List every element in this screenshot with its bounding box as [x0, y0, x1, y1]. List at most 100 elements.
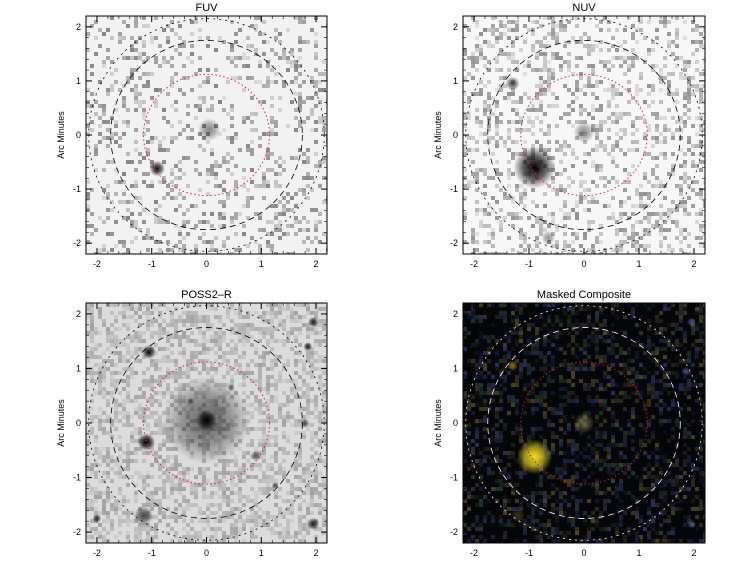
noise-pixel [214, 475, 218, 479]
noise-pixel [591, 148, 595, 152]
noise-pixel [651, 383, 655, 387]
noise-pixel [230, 375, 234, 379]
noise-pixel [651, 359, 655, 363]
noise-pixel [623, 391, 627, 395]
noise-pixel [150, 415, 154, 419]
noise-pixel [699, 383, 703, 387]
noise-pixel [170, 28, 174, 32]
noise-pixel [559, 363, 563, 367]
noise-pixel [655, 156, 659, 160]
noise-pixel [246, 451, 250, 455]
noise-pixel [178, 515, 182, 519]
noise-pixel [266, 415, 270, 419]
noise-pixel [615, 220, 619, 224]
noise-pixel [102, 323, 106, 327]
noise-pixel [126, 252, 130, 254]
noise-pixel [495, 56, 499, 60]
noise-pixel [126, 415, 130, 419]
noise-pixel [551, 367, 555, 371]
noise-pixel [543, 204, 547, 208]
noise-pixel [122, 104, 126, 108]
noise-pixel [234, 327, 238, 331]
noise-pixel [567, 120, 571, 124]
noise-pixel [559, 323, 563, 327]
noise-pixel [575, 84, 579, 88]
noise-pixel [491, 24, 495, 28]
noise-pixel [587, 387, 591, 391]
noise-pixel [531, 108, 535, 112]
noise-pixel [691, 164, 695, 168]
noise-pixel [507, 399, 511, 403]
noise-pixel [298, 423, 302, 427]
noise-pixel [138, 407, 142, 411]
noise-pixel [491, 323, 495, 327]
noise-pixel [543, 68, 547, 72]
noise-pixel [571, 152, 575, 156]
noise-pixel [571, 240, 575, 244]
noise-pixel [118, 435, 122, 439]
noise-pixel [663, 116, 667, 120]
noise-pixel [98, 447, 102, 451]
noise-pixel [595, 311, 599, 315]
noise-pixel [274, 28, 278, 32]
noise-pixel [699, 188, 703, 192]
noise-pixel [575, 88, 579, 92]
noise-pixel [170, 527, 174, 531]
noise-pixel [599, 240, 603, 244]
noise-pixel [182, 76, 186, 80]
noise-pixel [587, 411, 591, 415]
noise-pixel [106, 339, 110, 343]
noise-pixel [627, 100, 631, 104]
noise-pixel [683, 419, 687, 423]
noise-pixel [555, 335, 559, 339]
noise-pixel [595, 315, 599, 319]
noise-pixel [266, 184, 270, 188]
noise-pixel [270, 475, 274, 479]
noise-pixel [543, 339, 547, 343]
noise-pixel [190, 20, 194, 24]
noise-pixel [142, 40, 146, 44]
noise-pixel [282, 527, 286, 531]
noise-pixel [639, 204, 643, 208]
noise-pixel [595, 343, 599, 347]
noise-pixel [86, 371, 90, 375]
noise-pixel [563, 112, 567, 116]
noise-pixel [611, 363, 615, 367]
noise-pixel [314, 395, 318, 399]
noise-pixel [599, 383, 603, 387]
noise-pixel [463, 347, 467, 351]
noise-pixel [246, 196, 250, 200]
noise-pixel [583, 323, 587, 327]
noise-pixel [583, 232, 587, 236]
noise-pixel [94, 415, 98, 419]
noise-pixel [595, 236, 599, 240]
noise-pixel [302, 120, 306, 124]
noise-pixel [130, 68, 134, 72]
noise-pixel [547, 44, 551, 48]
noise-pixel [218, 200, 222, 204]
noise-pixel [583, 347, 587, 351]
noise-pixel [302, 407, 306, 411]
noise-pixel [130, 200, 134, 204]
noise-pixel [523, 240, 527, 244]
noise-pixel [679, 56, 683, 60]
image-area [463, 16, 705, 254]
noise-pixel [206, 535, 210, 539]
noise-pixel [635, 116, 639, 120]
noise-pixel [170, 467, 174, 471]
noise-pixel [274, 216, 278, 220]
noise-pixel [643, 228, 647, 232]
noise-pixel [150, 136, 154, 140]
noise-pixel [162, 355, 166, 359]
noise-pixel [310, 112, 314, 116]
noise-pixel [202, 315, 206, 319]
noise-pixel [266, 523, 270, 527]
noise-pixel [615, 423, 619, 427]
noise-pixel [106, 415, 110, 419]
noise-pixel [471, 252, 475, 254]
noise-pixel [699, 311, 703, 315]
noise-pixel [222, 240, 226, 244]
noise-pixel [611, 56, 615, 60]
noise-pixel [134, 347, 138, 351]
noise-pixel [639, 391, 643, 395]
